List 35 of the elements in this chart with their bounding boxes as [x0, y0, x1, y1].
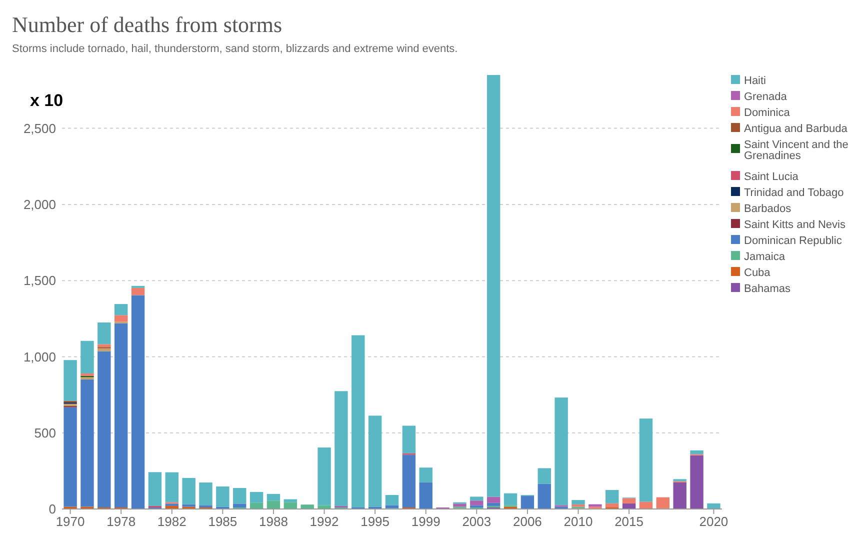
x-tick-label: 1978	[106, 514, 136, 529]
x-tick-label: 2010	[564, 514, 593, 529]
legend-label: Barbados	[744, 203, 792, 215]
y-tick-label: 1,500	[23, 273, 56, 288]
legend-label: Antigua and Barbuda	[744, 123, 848, 135]
legend-label: Saint Lucia	[744, 171, 800, 183]
legend-label: Saint Vincent and the Grenadines	[744, 139, 848, 162]
legend-label: Dominican Republic	[744, 235, 842, 247]
x-tick-label: 1999	[411, 514, 440, 529]
y-tick-label: 1,000	[23, 349, 56, 364]
y-tick-label: 500	[34, 425, 56, 440]
legend-label: Grenada	[744, 91, 788, 103]
legend-label: Haiti	[744, 75, 766, 87]
legend-label: Dominica	[744, 107, 791, 119]
x-tick-label: 2020	[699, 514, 728, 529]
legend-label: Jamaica	[744, 251, 786, 263]
legend-label: Trinidad and Tobago	[744, 187, 844, 199]
x-tick-label: 2003	[462, 514, 492, 529]
legend-label: Cuba	[744, 267, 772, 279]
y-tick-label: 2,000	[23, 196, 56, 212]
x-tick-label: 1985	[208, 514, 238, 529]
annotation: x 10	[30, 91, 64, 110]
x-tick-label: 2015	[614, 514, 644, 529]
x-tick-label: 1970	[56, 514, 85, 529]
x-tick-label: 2006	[512, 514, 542, 529]
x-tick-label: 1982	[157, 514, 186, 529]
x-tick-label: 1995	[360, 514, 390, 529]
y-tick-label: 2,500	[23, 120, 56, 136]
chart-subtitle: Storms include tornado, hail, thunderstorm, sand storm, blizzards and extreme wind events.	[12, 43, 458, 55]
y-tick-label: 0	[48, 502, 56, 517]
x-tick-label: 1992	[310, 514, 339, 529]
legend-label: Bahamas	[744, 283, 791, 295]
x-tick-label: 1988	[259, 514, 288, 529]
chart-title: Number of deaths from storms	[12, 12, 282, 37]
legend-label: Saint Kitts and Nevis	[744, 219, 846, 231]
